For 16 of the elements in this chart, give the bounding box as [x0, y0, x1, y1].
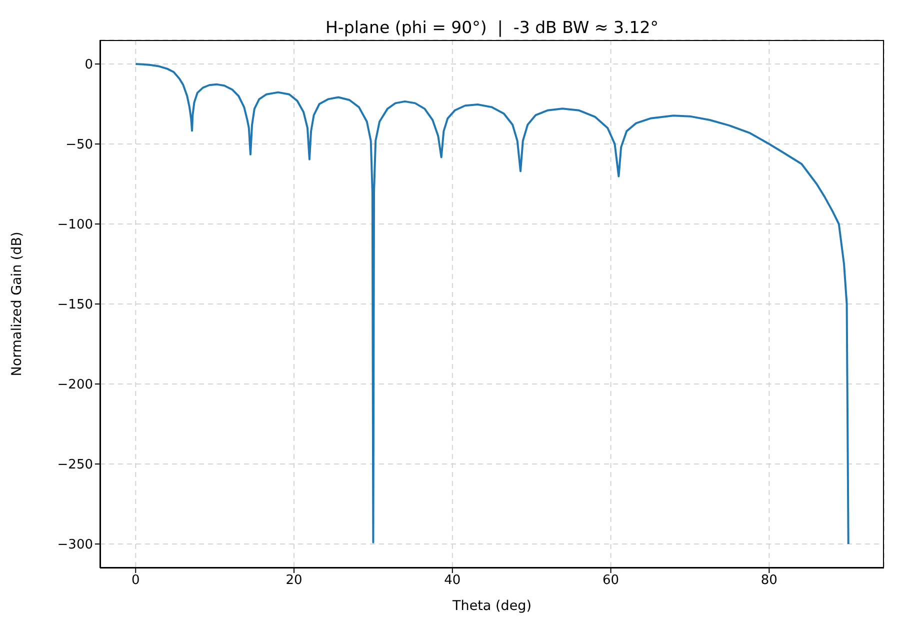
x-tick-label: 80 [760, 573, 778, 588]
y-axis-title: Normalized Gain (dB) [8, 232, 25, 376]
x-tick-label: 40 [444, 573, 461, 588]
y-tick-label: −100 [57, 218, 93, 233]
y-tick-label: −200 [57, 378, 93, 393]
x-axis-title: Theta (deg) [452, 598, 532, 614]
x-tick-label: 0 [131, 573, 140, 588]
y-tick-label: −150 [57, 298, 93, 313]
x-tick-label: 20 [286, 573, 302, 588]
line-series [134, 63, 850, 545]
y-tick-label: −50 [66, 138, 93, 153]
chart-title: H-plane (phi = 90°) | -3 dB BW ≈ 3.12° [324, 18, 660, 37]
x-tick-label: 60 [602, 573, 620, 588]
y-tick-label: −300 [57, 538, 93, 553]
y-tick-label: −250 [57, 458, 93, 473]
y-tick-label: 0 [84, 58, 93, 73]
